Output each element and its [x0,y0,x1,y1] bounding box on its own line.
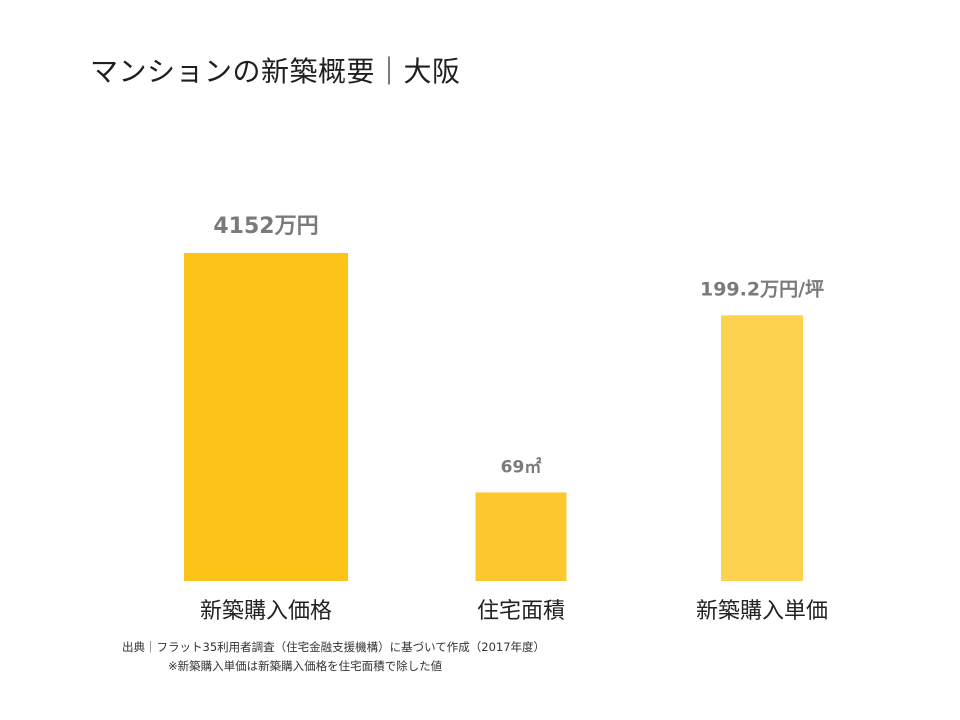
bar-3 [721,315,803,581]
source-note: 出典｜フラット35利用者調査（住宅金融支援機構）に基づいて作成（2017年度） … [122,638,545,676]
bar-2 [475,492,567,581]
page-title: マンションの新築概要｜大阪 [90,55,461,88]
footnote: ※新築購入単価は新築購入価格を住宅面積で除した値 [168,659,443,673]
category-label-2: 住宅面積 [477,599,565,624]
category-label-1: 新築購入価格 [200,599,332,624]
category-label-3: 新築購入単価 [696,599,828,624]
data-label-3: 199.2万円/坪 [700,278,824,300]
source-citation: 出典｜フラット35利用者調査（住宅金融支援機構）に基づいて作成（2017年度） [122,640,546,654]
data-label-1: 4152万円 [213,214,318,239]
bar-1 [184,253,348,581]
data-label-2: 69㎡ [501,456,542,477]
